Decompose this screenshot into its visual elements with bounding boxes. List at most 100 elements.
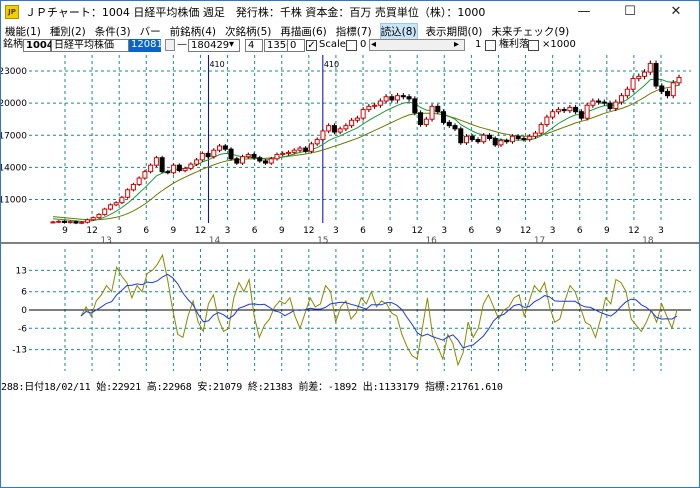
candle-body xyxy=(601,101,607,104)
menu-display-period[interactable]: 表示期間(0) xyxy=(425,25,483,38)
year-tick-label: 15 xyxy=(317,236,328,246)
month-tick-label: 12 xyxy=(303,226,314,236)
chart-svg[interactable]: 11000 14000 17000 20000 23000 9 12 3 6 9 12 3 6 9 12 3 6… xyxy=(0,53,699,373)
candle-body xyxy=(670,82,676,97)
candle-body xyxy=(228,148,234,160)
start-date-input[interactable]: 120812 xyxy=(129,39,170,52)
candle-body xyxy=(498,140,504,146)
menu-kinou[interactable]: 機能(1) xyxy=(5,25,41,38)
candle-body xyxy=(326,125,332,132)
candle-body xyxy=(343,125,349,130)
month-tick-label: 3 xyxy=(550,226,556,236)
candle-body xyxy=(463,135,470,144)
menu-shubetsu[interactable]: 種別(2) xyxy=(49,25,86,38)
menu-prev-stock[interactable]: 前銘柄(4) xyxy=(169,25,216,38)
price-tick-label: 11000 xyxy=(1,195,27,205)
candle-body xyxy=(205,152,211,158)
year-tick-label: 18 xyxy=(642,236,654,246)
candle-body xyxy=(251,154,257,159)
candle-body xyxy=(550,111,556,118)
candle-body xyxy=(636,75,642,80)
toolbar: 銘柄 1004 日経平均株価 120812 — 180429 ▾ 4 1350 … xyxy=(1,39,699,53)
candle-body xyxy=(630,78,636,90)
osc-tick-label: 13 xyxy=(16,266,27,276)
candle-body xyxy=(240,156,246,164)
candle-body xyxy=(182,167,188,172)
candle-body xyxy=(79,221,85,224)
candle-body xyxy=(573,106,579,113)
candle-body xyxy=(642,71,648,77)
menu-load[interactable]: 読込(8) xyxy=(379,22,418,40)
osc-fast-line xyxy=(80,253,678,367)
rights-checkbox[interactable] xyxy=(485,40,496,51)
candle-body xyxy=(90,217,96,221)
start-date-spinner[interactable] xyxy=(165,39,175,51)
month-tick-label: 9 xyxy=(496,226,502,236)
minimize-button[interactable]: — xyxy=(577,4,591,19)
candle-body xyxy=(291,149,297,153)
scale-label: Scale xyxy=(319,39,346,50)
month-tick-label: 12 xyxy=(520,226,531,236)
menu-bar: 機能(1) 種別(2) 条件(3) バー 前銘柄(4) 次銘柄(5) 再描画(6… xyxy=(1,22,699,40)
menu-bar-type[interactable]: バー xyxy=(139,25,161,38)
maximize-button[interactable]: ☐ xyxy=(624,4,636,19)
menu-indicator[interactable]: 指標(7) xyxy=(335,25,372,38)
scale-value-checkbox[interactable] xyxy=(346,40,357,51)
month-tick-label: 6 xyxy=(252,226,258,236)
candle-body xyxy=(578,111,584,119)
candle-body xyxy=(446,121,452,127)
candle-body xyxy=(308,143,314,152)
year-tick-label: 14 xyxy=(209,236,221,246)
candle-body xyxy=(418,112,424,126)
code-input[interactable]: 1004 xyxy=(23,39,54,52)
stock-name-field[interactable]: 日経平均株価 xyxy=(51,39,129,52)
month-tick-label: 3 xyxy=(116,226,122,236)
candle-body xyxy=(217,145,223,151)
scale-checkbox[interactable] xyxy=(306,40,317,51)
candle-body xyxy=(61,220,67,223)
menu-redraw[interactable]: 再描画(6) xyxy=(280,25,327,38)
candle-body xyxy=(584,104,590,119)
scale-value: 0 xyxy=(360,39,367,50)
menu-jouken[interactable]: 条件(3) xyxy=(94,25,131,38)
menu-future-check[interactable]: 未来チェック(9) xyxy=(491,25,570,38)
candle-body xyxy=(188,163,194,169)
month-tick-label: 6 xyxy=(577,226,583,236)
date-range-dash: — xyxy=(177,39,187,50)
chart-area[interactable]: 11000 14000 17000 20000 23000 9 12 3 6 9 12 3 6 9 12 3 6… xyxy=(0,53,699,373)
osc-tick-label: 0 xyxy=(21,306,27,316)
title-bar[interactable]: JP ＪＰチャート：1004 日経平均株価 週足 発行株：千株 資本金：百万 売… xyxy=(1,1,699,23)
candle-body xyxy=(676,76,682,84)
scroll-left-icon[interactable]: ◂ xyxy=(371,39,377,50)
period-input[interactable]: 4 xyxy=(245,39,263,52)
candle-body xyxy=(504,140,510,143)
menu-next-stock[interactable]: 次銘柄(5) xyxy=(225,25,272,38)
candle-body xyxy=(383,96,389,102)
year-tick-label: 13 xyxy=(100,236,111,246)
candle-body xyxy=(142,171,148,179)
end-date-select[interactable]: 180429 xyxy=(188,39,240,52)
offset-input[interactable]: 0 xyxy=(287,39,305,52)
candle-body xyxy=(274,154,280,160)
candle-body xyxy=(102,208,108,215)
x1000-checkbox[interactable] xyxy=(528,40,539,51)
candle-body xyxy=(561,109,567,112)
chevron-down-icon[interactable]: ▾ xyxy=(229,39,235,50)
candle-body xyxy=(567,106,573,112)
close-button[interactable]: ✕ xyxy=(670,4,682,19)
candle-body xyxy=(354,117,360,121)
scroll-slider[interactable] xyxy=(369,39,465,51)
candle-body xyxy=(199,152,205,161)
scroll-right-icon[interactable]: ▸ xyxy=(454,39,460,50)
candle-body xyxy=(331,125,337,133)
month-tick-label: 6 xyxy=(468,226,474,236)
price-tick-label: 14000 xyxy=(1,163,27,173)
month-tick-label: 9 xyxy=(604,226,610,236)
candle-body xyxy=(303,147,309,152)
month-tick-label: 9 xyxy=(387,226,393,236)
price-tick-label: 23000 xyxy=(1,67,27,77)
candle-body xyxy=(257,157,263,162)
candle-body xyxy=(372,104,378,107)
candle-body xyxy=(469,135,475,141)
